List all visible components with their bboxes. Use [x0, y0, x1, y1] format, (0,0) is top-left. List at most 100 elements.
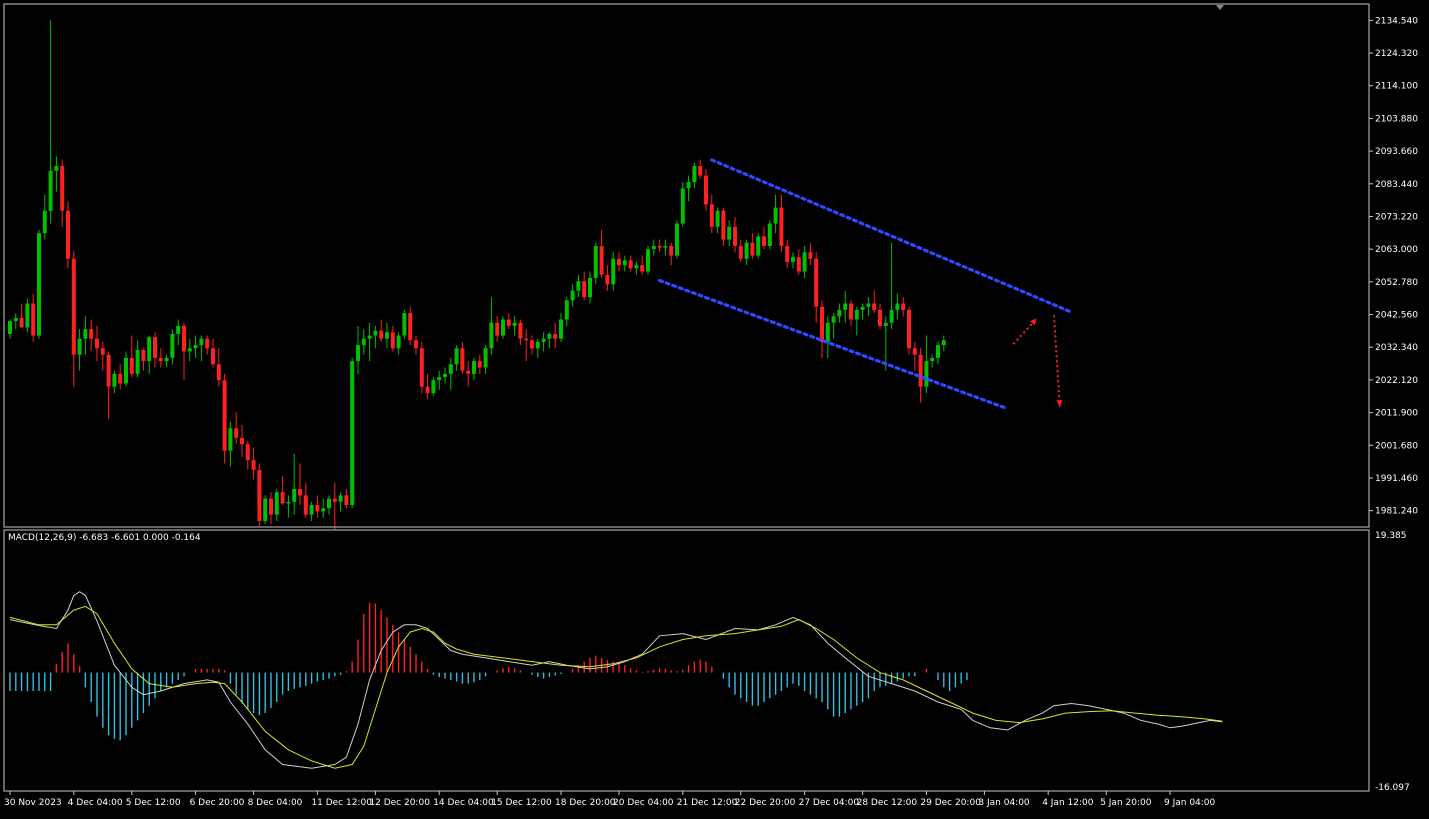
candle[interactable] [912, 341, 917, 371]
candle[interactable] [176, 319, 181, 346]
candle[interactable] [89, 319, 94, 352]
candle[interactable] [100, 341, 105, 371]
candle[interactable] [361, 329, 366, 355]
candle[interactable] [332, 482, 337, 531]
candle[interactable] [327, 495, 331, 515]
candle[interactable] [767, 220, 772, 250]
candle[interactable] [495, 316, 500, 342]
candle[interactable] [292, 453, 297, 515]
candle[interactable] [483, 345, 488, 374]
candle[interactable] [211, 338, 215, 368]
candle[interactable] [651, 239, 656, 256]
candle[interactable] [547, 332, 552, 349]
candle[interactable] [924, 335, 929, 394]
candle[interactable] [182, 322, 186, 381]
candle[interactable] [286, 495, 291, 518]
candle[interactable] [738, 239, 743, 262]
candle[interactable] [680, 182, 685, 227]
candle[interactable] [135, 340, 140, 378]
candle[interactable] [733, 217, 737, 253]
candle[interactable] [709, 194, 714, 234]
candle[interactable] [814, 252, 819, 323]
candle[interactable] [837, 303, 842, 323]
candle[interactable] [414, 335, 418, 355]
candle[interactable] [907, 306, 911, 355]
candle[interactable] [48, 20, 53, 224]
candle[interactable] [773, 194, 778, 234]
candle[interactable] [222, 373, 227, 464]
candle[interactable] [216, 348, 221, 387]
candle[interactable] [553, 322, 558, 349]
candle[interactable] [860, 303, 865, 320]
candle[interactable] [95, 325, 99, 362]
candle[interactable] [141, 348, 146, 371]
candle[interactable] [808, 242, 813, 266]
candle[interactable] [147, 335, 152, 374]
candle[interactable] [936, 341, 940, 365]
candle[interactable] [588, 271, 592, 304]
candle[interactable] [640, 255, 645, 275]
candle[interactable] [112, 370, 117, 394]
candle[interactable] [373, 325, 378, 349]
candle[interactable] [512, 316, 517, 336]
candle[interactable] [686, 175, 691, 202]
candle[interactable] [820, 300, 824, 358]
candle[interactable] [622, 255, 627, 272]
candle[interactable] [611, 252, 616, 291]
candle[interactable] [599, 229, 604, 278]
candle[interactable] [866, 297, 871, 317]
candle[interactable] [303, 482, 308, 518]
candle[interactable] [698, 159, 703, 179]
candle[interactable] [431, 377, 436, 397]
candle[interactable] [895, 293, 900, 320]
scroll-shift-marker-icon[interactable] [1216, 5, 1224, 10]
candle[interactable] [367, 322, 372, 362]
candle[interactable] [448, 357, 453, 390]
candle[interactable] [153, 332, 157, 368]
candle[interactable] [657, 239, 662, 253]
candle[interactable] [530, 335, 534, 355]
candle[interactable] [37, 229, 41, 339]
candle[interactable] [309, 501, 314, 521]
candle[interactable] [298, 463, 302, 505]
candle[interactable] [646, 245, 650, 275]
candle[interactable] [872, 290, 877, 314]
candle[interactable] [802, 245, 807, 278]
candle[interactable] [19, 303, 24, 328]
candle[interactable] [605, 265, 610, 291]
candle[interactable] [524, 329, 529, 362]
candle[interactable] [541, 332, 546, 352]
candle[interactable] [228, 421, 233, 467]
candle[interactable] [472, 357, 476, 381]
candle[interactable] [559, 313, 563, 342]
candle[interactable] [889, 242, 894, 330]
candle[interactable] [878, 303, 882, 330]
candle[interactable] [379, 319, 384, 342]
candle[interactable] [727, 220, 732, 246]
candle[interactable] [106, 351, 111, 419]
candle[interactable] [628, 255, 633, 272]
candle[interactable] [280, 476, 285, 505]
candle[interactable] [187, 338, 192, 362]
candle[interactable] [274, 489, 279, 521]
candle[interactable] [263, 495, 268, 525]
candle[interactable] [791, 252, 795, 269]
candle[interactable] [501, 316, 505, 339]
candle[interactable] [901, 297, 906, 317]
candle[interactable] [454, 345, 459, 371]
candle[interactable] [60, 159, 65, 227]
candle[interactable] [42, 194, 47, 240]
candle[interactable] [564, 297, 569, 326]
candle[interactable] [129, 335, 134, 378]
projection-arrow-down-icon[interactable] [1053, 315, 1063, 407]
candle[interactable] [199, 335, 204, 362]
candle[interactable] [356, 325, 360, 374]
candle[interactable] [675, 220, 679, 259]
candle[interactable] [234, 412, 239, 445]
channel-upper-line[interactable] [710, 158, 1074, 314]
candle[interactable] [843, 290, 848, 323]
price-panel[interactable] [8, 20, 1074, 531]
candle[interactable] [460, 341, 465, 374]
candle[interactable] [634, 261, 639, 275]
candle[interactable] [825, 316, 830, 358]
